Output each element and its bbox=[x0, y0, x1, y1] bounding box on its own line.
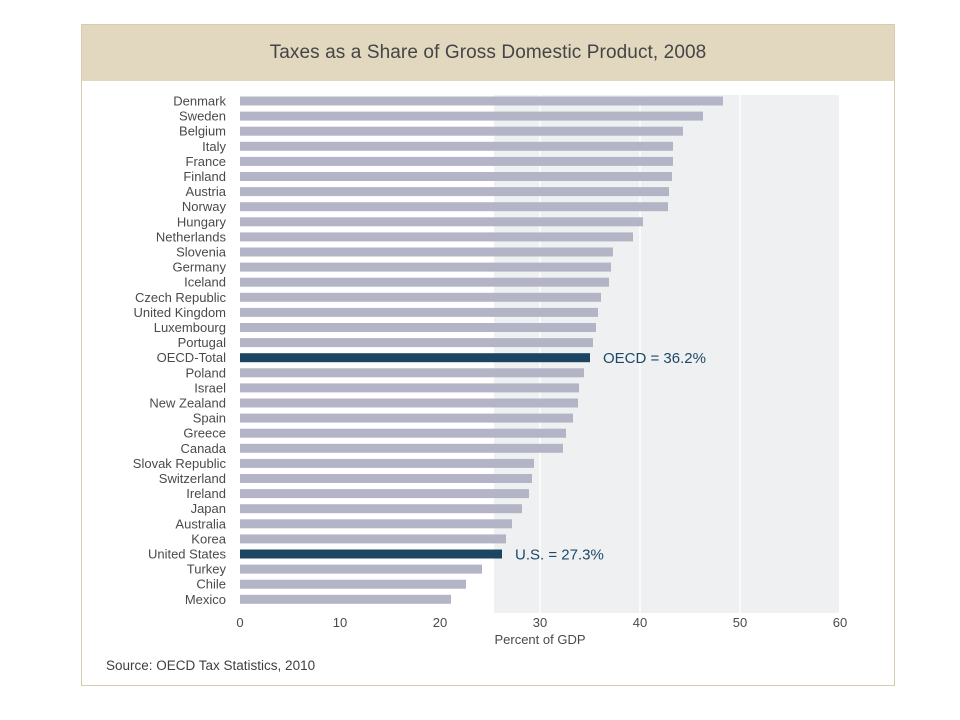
annotation-label: U.S. = 27.3% bbox=[515, 547, 604, 564]
bar-israel bbox=[240, 383, 579, 393]
category-label: Denmark bbox=[173, 94, 226, 109]
bar-oecd-total bbox=[240, 353, 590, 363]
bar-slovak-republic bbox=[240, 458, 534, 468]
bar-greece bbox=[240, 428, 566, 438]
bars bbox=[240, 96, 723, 604]
x-tick-label: 0 bbox=[236, 615, 243, 630]
x-tick-label: 20 bbox=[433, 615, 447, 630]
bar-netherlands bbox=[240, 232, 633, 242]
category-label: Austria bbox=[186, 184, 227, 199]
bar-france bbox=[240, 156, 673, 166]
bar-sweden bbox=[240, 111, 703, 121]
annotations: OECD = 36.2% U.S. = 27.3% bbox=[515, 350, 706, 563]
bar-portugal bbox=[240, 338, 593, 348]
category-label: Luxembourg bbox=[154, 320, 226, 335]
bar-denmark bbox=[240, 96, 723, 106]
bar-mexico bbox=[240, 594, 451, 604]
bar-czech-republic bbox=[240, 292, 601, 302]
bar-luxembourg bbox=[240, 323, 596, 332]
bar-finland bbox=[240, 172, 672, 181]
bar-ireland bbox=[240, 489, 529, 499]
category-label: Czech Republic bbox=[135, 290, 227, 305]
bar-italy bbox=[240, 141, 673, 151]
category-label: Slovak Republic bbox=[133, 456, 227, 471]
bar-chart: DenmarkSwedenBelgiumItalyFranceFinlandAu… bbox=[133, 94, 847, 648]
category-label: Iceland bbox=[184, 275, 226, 290]
category-label: Canada bbox=[180, 441, 226, 456]
x-tick-label: 30 bbox=[533, 615, 547, 630]
bar-turkey bbox=[240, 564, 482, 574]
category-label: Slovenia bbox=[176, 245, 227, 260]
bar-spain bbox=[240, 413, 573, 423]
category-label: Israel bbox=[194, 380, 226, 395]
category-label: Hungary bbox=[177, 214, 227, 229]
category-label: Portugal bbox=[178, 335, 227, 350]
x-tick-label: 60 bbox=[833, 615, 847, 630]
category-label: Chile bbox=[196, 577, 226, 592]
x-tick-label: 40 bbox=[633, 615, 647, 630]
bar-hungary bbox=[240, 217, 643, 227]
x-tick-label: 10 bbox=[333, 615, 347, 630]
bar-new-zealand bbox=[240, 398, 578, 408]
bar-norway bbox=[240, 202, 668, 212]
category-label: Mexico bbox=[185, 592, 226, 607]
category-label: Germany bbox=[173, 260, 227, 275]
x-tick-label: 50 bbox=[733, 615, 747, 630]
bar-germany bbox=[240, 262, 611, 272]
bar-united-states bbox=[240, 549, 502, 559]
category-label: OECD-Total bbox=[157, 350, 226, 365]
bar-korea bbox=[240, 534, 506, 544]
category-label: Italy bbox=[202, 139, 226, 154]
category-label: United States bbox=[148, 547, 227, 562]
bar-united-kingdom bbox=[240, 307, 598, 317]
bar-canada bbox=[240, 443, 563, 453]
bar-belgium bbox=[240, 126, 683, 136]
bar-japan bbox=[240, 504, 522, 514]
category-label: Belgium bbox=[179, 124, 226, 139]
category-label: Poland bbox=[186, 365, 226, 380]
bar-iceland bbox=[240, 277, 609, 287]
x-tick-labels: 0 10 20 30 40 50 60 bbox=[236, 615, 847, 630]
bar-australia bbox=[240, 519, 512, 529]
category-label: United Kingdom bbox=[134, 305, 227, 320]
category-label: Sweden bbox=[179, 109, 226, 124]
category-label: Netherlands bbox=[156, 229, 227, 244]
category-label: Korea bbox=[191, 531, 226, 546]
category-label: Greece bbox=[183, 426, 226, 441]
bar-chile bbox=[240, 579, 466, 589]
category-label: France bbox=[186, 154, 226, 169]
category-label: Switzerland bbox=[159, 471, 226, 486]
bar-austria bbox=[240, 187, 669, 197]
chart-title: Taxes as a Share of Gross Domestic Produ… bbox=[269, 42, 707, 63]
category-label: Finland bbox=[183, 169, 226, 184]
category-label: Japan bbox=[191, 501, 226, 516]
category-label: Spain bbox=[193, 411, 226, 426]
category-labels: DenmarkSwedenBelgiumItalyFranceFinlandAu… bbox=[133, 94, 227, 607]
annotation-label: OECD = 36.2% bbox=[603, 350, 706, 367]
category-label: Ireland bbox=[186, 486, 226, 501]
category-label: New Zealand bbox=[149, 396, 226, 411]
bar-poland bbox=[240, 368, 584, 378]
chart-card: Taxes as a Share of Gross Domestic Produ… bbox=[81, 24, 895, 686]
source-note: Source: OECD Tax Statistics, 2010 bbox=[106, 658, 316, 673]
chart-header: Taxes as a Share of Gross Domestic Produ… bbox=[82, 25, 894, 81]
category-label: Turkey bbox=[187, 562, 227, 577]
category-label: Norway bbox=[182, 199, 227, 214]
x-axis-title: Percent of GDP bbox=[494, 632, 585, 647]
bar-switzerland bbox=[240, 474, 532, 483]
bar-slovenia bbox=[240, 247, 613, 257]
category-label: Australia bbox=[175, 516, 226, 531]
